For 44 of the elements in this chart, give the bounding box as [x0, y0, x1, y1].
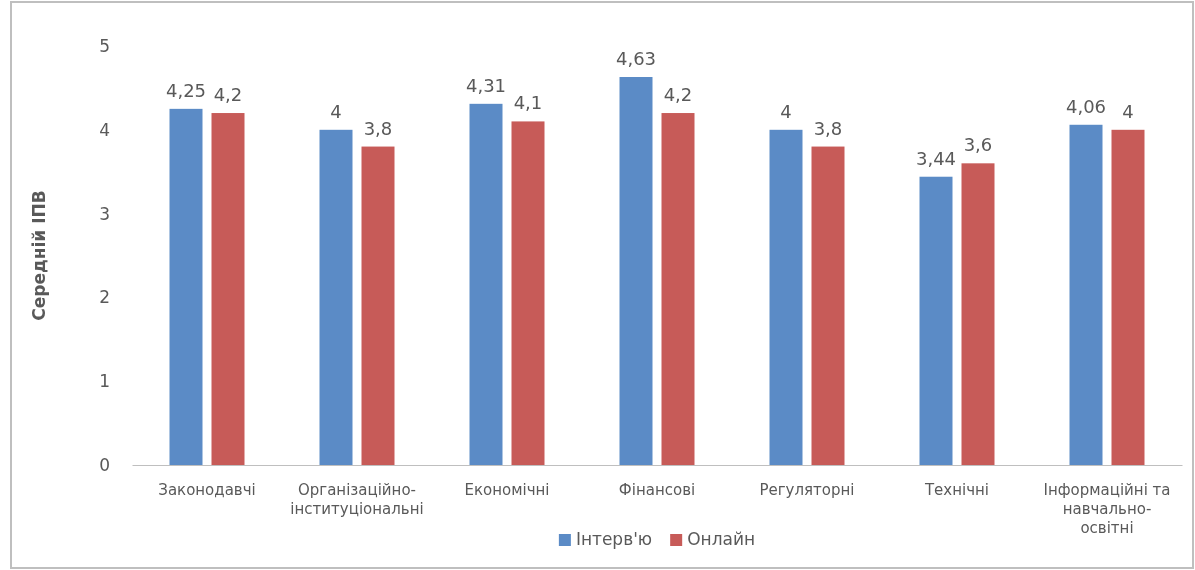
x-tick-label: Регуляторні [759, 481, 855, 499]
bar [169, 108, 203, 465]
y-tick-label: 2 [99, 287, 110, 308]
bar [919, 176, 953, 465]
data-label: 4,1 [513, 92, 543, 114]
data-label: 4,06 [1065, 95, 1107, 117]
x-tick-label: Організаційно-інституціональні [290, 481, 424, 518]
y-axis-title: Середній ІПВ [29, 190, 49, 321]
y-tick-label: 5 [99, 35, 110, 56]
x-tick-label: Законодавчі [158, 481, 256, 499]
bar [661, 113, 695, 465]
y-tick-label: 0 [99, 454, 110, 475]
bar [811, 146, 845, 465]
y-tick-label: 4 [99, 119, 110, 140]
data-label: 3,44 [915, 147, 957, 169]
x-tick-label: Технічні [923, 481, 990, 499]
bar [319, 129, 353, 465]
bar [469, 103, 503, 465]
bar [1069, 124, 1103, 465]
bar [361, 146, 395, 465]
y-tick-label: 3 [99, 203, 110, 224]
legend-label: Онлайн [687, 529, 756, 549]
data-label: 3,8 [813, 117, 843, 139]
data-label: 4,2 [213, 84, 243, 106]
x-tick-label: Фінансові [618, 481, 696, 499]
y-tick-label: 1 [99, 371, 110, 392]
bar [211, 113, 245, 465]
bar [769, 129, 803, 465]
bar [619, 77, 653, 465]
data-label: 4 [1122, 100, 1134, 122]
x-tick-label: Економічні [464, 481, 550, 499]
legend-label: Інтерв'ю [575, 529, 653, 549]
bar [961, 163, 995, 465]
bar [1111, 129, 1145, 465]
data-label: 4 [330, 100, 342, 122]
data-label: 4,63 [615, 48, 657, 70]
x-tick-label: Інформаційні та навчально-освітні [1043, 481, 1171, 537]
data-label: 4 [780, 100, 792, 122]
data-label: 3,8 [363, 117, 393, 139]
data-label: 4,31 [465, 74, 507, 96]
data-label: 4,25 [165, 79, 207, 101]
data-label: 3,6 [963, 134, 993, 156]
bar [511, 121, 545, 465]
data-label: 4,2 [663, 84, 693, 106]
